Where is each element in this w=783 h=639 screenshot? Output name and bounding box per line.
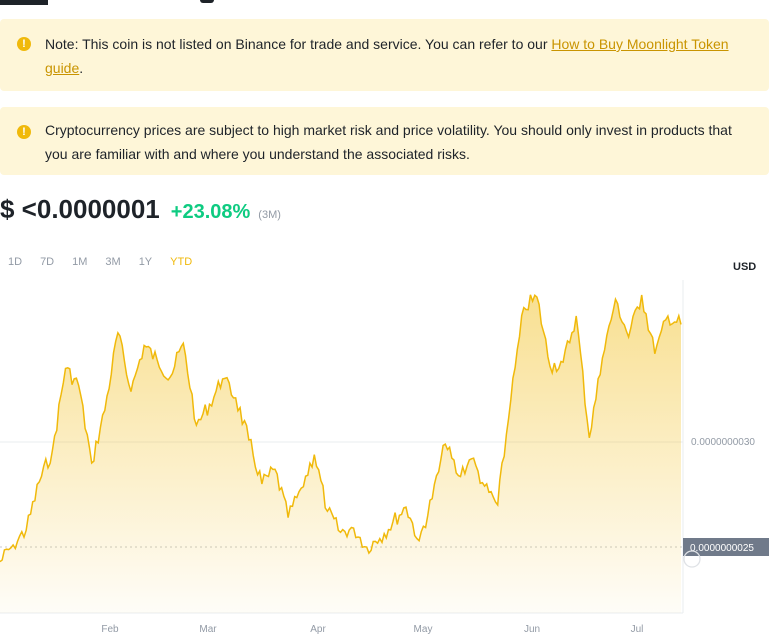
x-tick-label: May (414, 624, 433, 635)
currency-label: USD (733, 261, 757, 273)
range-3m[interactable]: 3M (105, 256, 121, 268)
how-to-buy-link[interactable]: How to Buy Moonlight Token guide (45, 36, 729, 76)
listing-notice: ! Note: This coin is not listed on Binan… (0, 19, 769, 91)
price-chart[interactable]: 0.0000000030 0.0000000025 Feb Mar Apr May Ju… (0, 272, 783, 639)
logo-fragment (0, 0, 48, 5)
x-tick-label: Jun (524, 624, 540, 635)
current-value-tag (683, 538, 769, 556)
range-1m[interactable]: 1M (72, 256, 88, 268)
info-icon: ! (17, 125, 31, 139)
x-tick-label: Jul (631, 624, 644, 635)
risk-notice: ! Cryptocurrency prices are subject to h… (0, 107, 769, 175)
range-7d[interactable]: 7D (40, 256, 55, 268)
x-tick-label: Feb (101, 624, 119, 635)
listing-notice-text: Note: This coin is not listed on Binance… (45, 36, 552, 52)
heading-fragment (200, 0, 214, 3)
risk-notice-text: Cryptocurrency prices are subject to hig… (45, 122, 732, 162)
x-tick-label: Mar (199, 624, 217, 635)
price-line (0, 294, 682, 563)
range-1y[interactable]: 1Y (138, 256, 153, 268)
price-area (0, 294, 681, 613)
info-icon: ! (17, 37, 31, 51)
current-price: $ <0.0000001 (0, 194, 160, 224)
current-value-label: 0.0000000025 (690, 543, 754, 554)
range-1d[interactable]: 1D (8, 256, 23, 268)
x-axis-ticks: Feb Mar Apr May Jun Jul (101, 624, 643, 635)
price-change: +23.08% (170, 201, 251, 223)
time-range-selector: 1D 7D 1M 3M 1Y YTD (0, 256, 201, 268)
reset-zoom-icon[interactable] (683, 550, 701, 568)
change-period: (3M) (258, 209, 281, 221)
range-ytd[interactable]: YTD (170, 256, 193, 268)
y-tick-label: 0.0000000030 (691, 437, 755, 448)
listing-notice-tail: . (79, 60, 84, 76)
x-tick-label: Apr (310, 624, 326, 635)
price-summary: $ <0.0000001 +23.08% (3M) (0, 194, 281, 230)
